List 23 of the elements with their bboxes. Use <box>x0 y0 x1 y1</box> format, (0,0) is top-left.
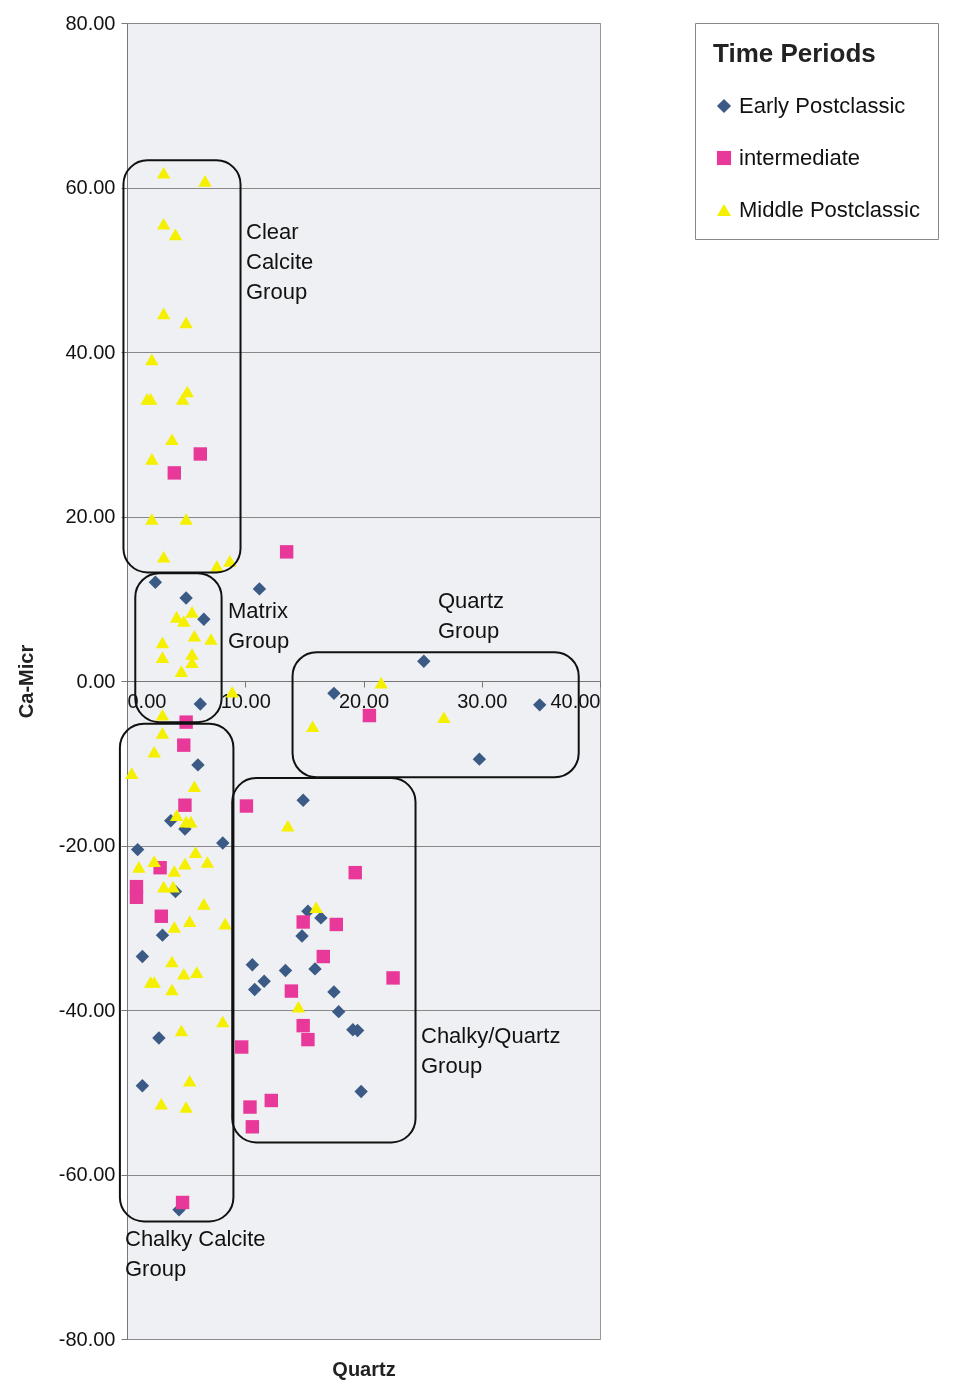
y-tick-label: 80.00 <box>65 11 116 34</box>
y-tick-label: -80.00 <box>58 1327 116 1350</box>
y-axis-title: Ca-Micr <box>14 644 37 719</box>
y-tick-label: 0.00 <box>76 669 116 692</box>
legend-label: Middle Postclassic <box>739 197 920 222</box>
y-tick-label: 20.00 <box>65 505 116 527</box>
y-tick-label: 60.00 <box>65 176 116 198</box>
annotation: Chalky Calcite Group <box>125 1226 266 1281</box>
annotation: Clear Calcite Group <box>246 219 314 304</box>
x-tick-label: 20.00 <box>338 689 390 712</box>
y-tick-label: 40.00 <box>65 340 116 363</box>
legend-label: intermediate <box>739 145 861 170</box>
y-tick-label: -60.00 <box>58 1163 116 1185</box>
annotation: Matrix Group <box>228 598 290 653</box>
y-tick-label: -20.00 <box>58 834 116 856</box>
x-tick-label: 10.00 <box>220 689 271 712</box>
x-tick-label: 30.00 <box>457 689 508 712</box>
x-axis-title: Quartz <box>332 1357 396 1380</box>
legend-title: Time Periods <box>713 38 876 68</box>
y-tick-label: -40.00 <box>58 998 116 1021</box>
legend-label: Early Postclassic <box>739 93 906 118</box>
annotation: Quartz Group <box>438 588 505 643</box>
annotation: Chalky/Quartz Group <box>421 1023 561 1078</box>
